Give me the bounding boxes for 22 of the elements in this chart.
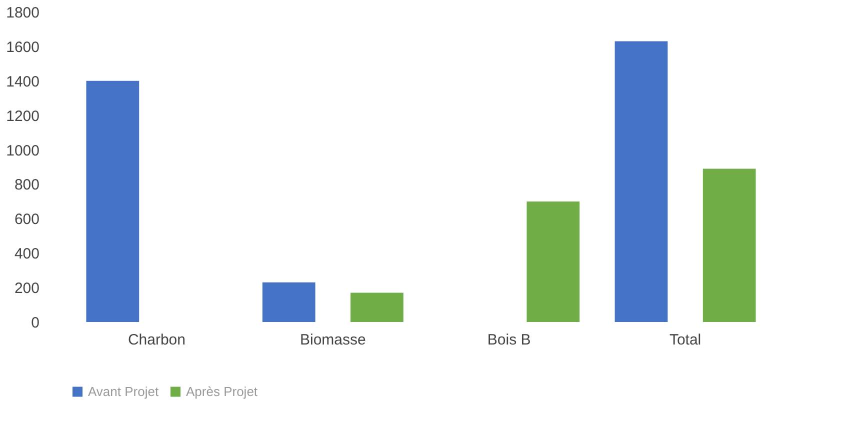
bar xyxy=(262,282,316,322)
legend-label: Après Projet xyxy=(186,384,258,399)
y-tick-label: 600 xyxy=(14,211,40,228)
x-tick-label: Biomasse xyxy=(300,332,366,348)
y-tick-label: 1000 xyxy=(6,142,40,160)
y-tick-label: 0 xyxy=(31,314,40,332)
x-tick-label: Total xyxy=(669,332,702,348)
y-tick-label: 1200 xyxy=(6,108,40,125)
bar xyxy=(614,41,668,322)
x-tick-label: Charbon xyxy=(128,332,186,348)
y-tick-label: 1600 xyxy=(6,38,40,56)
x-tick-label: Bois B xyxy=(487,332,531,348)
y-tick-label: 1800 xyxy=(6,4,40,22)
bar xyxy=(526,201,580,322)
bar xyxy=(350,292,404,322)
legend-label: Avant Projet xyxy=(88,384,159,399)
y-tick-label: 200 xyxy=(14,280,40,298)
bar xyxy=(702,168,756,322)
y-tick-label: 800 xyxy=(14,176,40,194)
y-tick-label: 400 xyxy=(14,246,40,263)
bar xyxy=(86,80,140,322)
y-tick-label: 1400 xyxy=(6,73,40,90)
